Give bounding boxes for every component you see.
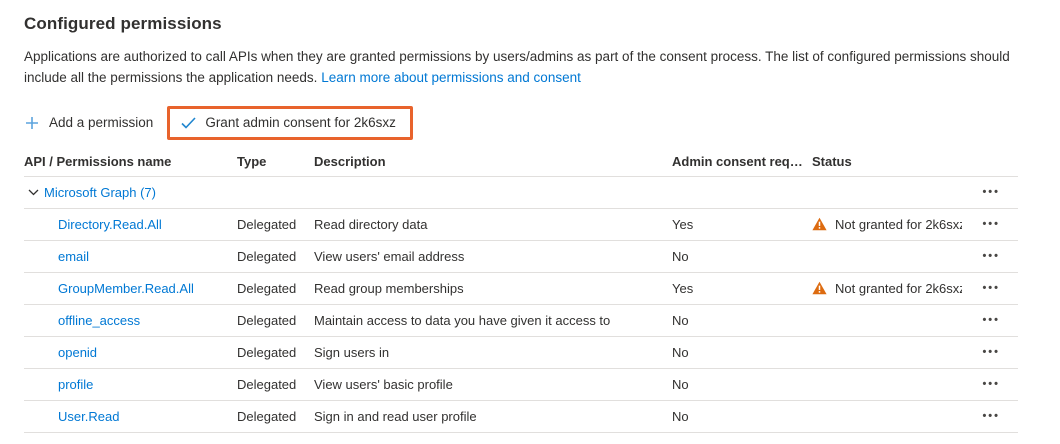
table-row[interactable]: openid Delegated Sign users in No ••• (24, 337, 1018, 369)
table-row[interactable]: GroupMember.Read.All Delegated Read group … (24, 273, 1018, 305)
header-description[interactable]: Description (314, 154, 386, 170)
permission-description: Read directory data (314, 216, 428, 232)
admin-consent-required-value: No (672, 408, 689, 424)
permission-link[interactable]: User.Read (58, 408, 120, 424)
header-type[interactable]: Type (237, 154, 267, 170)
permission-link[interactable]: openid (58, 344, 98, 360)
table-row[interactable]: User.Read Delegated Sign in and read user … (24, 401, 1018, 433)
admin-consent-required-value: Yes (672, 216, 694, 232)
row-menu-button[interactable]: ••• (980, 311, 1002, 330)
status-cell: Not granted for 2k6sxz (812, 281, 962, 296)
row-menu-button[interactable]: ••• (980, 375, 1002, 394)
header-status[interactable]: Status (812, 154, 852, 170)
status-text: Not granted for 2k6sxz (835, 280, 962, 296)
status-text: Not granted for 2k6sxz (835, 216, 962, 232)
add-permission-button[interactable]: Add a permission (24, 108, 163, 138)
api-group-row[interactable]: Microsoft Graph (7) ••• (24, 177, 1018, 209)
permission-description: View users' email address (314, 248, 465, 264)
admin-consent-required-value: No (672, 376, 689, 392)
grant-consent-highlight-box: Grant admin consent for 2k6sxz (167, 105, 413, 140)
header-api-permissions-name[interactable]: API / Permissions name (24, 154, 172, 170)
status-cell: Not granted for 2k6sxz (812, 217, 962, 232)
row-menu-button[interactable]: ••• (980, 183, 1002, 202)
grant-admin-consent-label: Grant admin consent for 2k6sxz (205, 115, 396, 131)
permission-link[interactable]: offline_access (58, 312, 141, 328)
page-title: Configured permissions (24, 14, 222, 33)
configured-permissions-section: Configured permissions Applications are … (24, 14, 1036, 433)
permission-type: Delegated (237, 344, 297, 360)
permission-link[interactable]: profile (58, 376, 94, 392)
grant-admin-consent-button[interactable]: Grant admin consent for 2k6sxz (180, 113, 396, 133)
table-row[interactable]: offline_access Delegated Maintain access t… (24, 305, 1018, 337)
row-menu-button[interactable]: ••• (980, 215, 1002, 234)
command-bar: Add a permission Grant admin consent for… (24, 103, 1036, 143)
permission-link[interactable]: GroupMember.Read.All (58, 280, 194, 296)
table-header-row: API / Permissions name Type Description … (24, 148, 1018, 177)
permission-link[interactable]: email (58, 248, 90, 264)
api-group-link[interactable]: Microsoft Graph (7) (44, 184, 156, 200)
permission-type: Delegated (237, 408, 297, 424)
learn-more-link[interactable]: Learn more about permissions and consent (321, 69, 581, 85)
permission-type: Delegated (237, 216, 297, 232)
table-row[interactable]: email Delegated View users' email address N… (24, 241, 1018, 273)
row-menu-button[interactable]: ••• (980, 343, 1002, 362)
warning-icon (812, 282, 827, 295)
chevron-down-icon[interactable] (26, 185, 40, 199)
permission-description: Maintain access to data you have given i… (314, 312, 611, 328)
permission-type: Delegated (237, 280, 297, 296)
table-body: Directory.Read.All Delegated Read director… (24, 209, 1018, 433)
table-row[interactable]: profile Delegated View users' basic profil… (24, 369, 1018, 401)
checkmark-icon (180, 115, 196, 131)
permission-description: Read group memberships (314, 280, 464, 296)
admin-consent-required-value: No (672, 344, 689, 360)
admin-consent-required-value: Yes (672, 280, 694, 296)
plus-icon (24, 115, 40, 131)
permission-description: View users' basic profile (314, 376, 453, 392)
description-text: Applications are authorized to call APIs… (24, 49, 1010, 85)
warning-icon (812, 218, 827, 231)
permission-type: Delegated (237, 376, 297, 392)
row-menu-button[interactable]: ••• (980, 407, 1002, 426)
header-admin-consent-required[interactable]: Admin consent requ... (672, 154, 809, 170)
section-description: Applications are authorized to call APIs… (24, 47, 1034, 89)
permission-description: Sign in and read user profile (314, 408, 477, 424)
permissions-table: API / Permissions name Type Description … (24, 148, 1018, 433)
permission-description: Sign users in (314, 344, 390, 360)
table-row[interactable]: Directory.Read.All Delegated Read director… (24, 209, 1018, 241)
admin-consent-required-value: No (672, 248, 689, 264)
permission-type: Delegated (237, 312, 297, 328)
row-menu-button[interactable]: ••• (980, 279, 1002, 298)
permission-type: Delegated (237, 248, 297, 264)
permission-link[interactable]: Directory.Read.All (58, 216, 162, 232)
admin-consent-required-value: No (672, 312, 689, 328)
add-permission-label: Add a permission (49, 115, 154, 131)
row-menu-button[interactable]: ••• (980, 247, 1002, 266)
